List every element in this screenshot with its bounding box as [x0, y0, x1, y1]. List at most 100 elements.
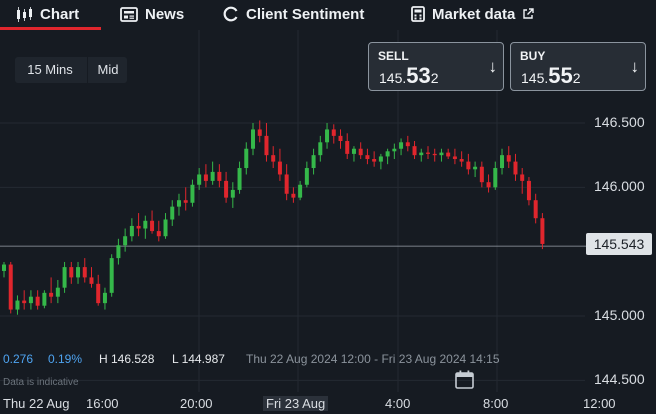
- candle-body: [150, 220, 155, 232]
- calendar-icon[interactable]: [455, 370, 474, 389]
- price-axis-label: 146.500: [594, 114, 645, 130]
- time-axis-label: Fri 23 Aug: [263, 396, 329, 411]
- candle-body: [298, 184, 303, 198]
- arrow-down-icon: ↓: [488, 57, 498, 76]
- candle-body: [358, 148, 363, 156]
- candle-body: [318, 142, 323, 156]
- candle-body: [42, 292, 47, 306]
- sell-price-major: 145.: [379, 70, 407, 86]
- candle-body: [304, 168, 309, 185]
- candle-body: [49, 292, 54, 297]
- candle-body: [479, 166, 484, 183]
- arrow-down-icon: ↓: [630, 57, 640, 76]
- candle-body: [257, 129, 262, 136]
- candle-body: [163, 219, 168, 237]
- candle-body: [473, 166, 478, 170]
- top-nav: Chart News Client Sentiment Market data: [0, 0, 656, 30]
- buy-price: 145.552: [521, 63, 581, 89]
- candle-body: [183, 200, 188, 203]
- sell-button[interactable]: SELL 145.532 ↓: [368, 42, 504, 91]
- high-value: H 146.528: [99, 352, 155, 366]
- candle-body: [271, 155, 276, 162]
- candle-body: [28, 296, 33, 304]
- candlestick-chart[interactable]: [0, 30, 656, 414]
- interval-button[interactable]: 15 Mins: [27, 62, 73, 77]
- tab-label: Chart: [40, 5, 80, 23]
- candle-body: [2, 264, 6, 271]
- candle-body: [331, 129, 336, 136]
- tab-label: News: [145, 5, 185, 23]
- candle-body: [378, 156, 383, 162]
- candle-body: [251, 129, 256, 149]
- buy-price-pips: 55: [548, 63, 573, 88]
- candle-body: [55, 287, 60, 297]
- candle-body: [82, 267, 87, 278]
- tab-label: Client Sentiment: [246, 5, 365, 23]
- current-price-tag: 145.543: [586, 233, 652, 255]
- candle-body: [486, 182, 491, 188]
- candle-body: [197, 174, 202, 185]
- candle-body: [372, 159, 377, 162]
- candle-body: [264, 135, 269, 156]
- low-value: L 144.987: [172, 352, 225, 366]
- candle-body: [432, 153, 437, 156]
- date-range: Thu 22 Aug 2024 12:00 - Fri 23 Aug 2024 …: [246, 352, 500, 366]
- external-link-icon: [523, 8, 535, 19]
- sell-price-pips: 53: [406, 63, 431, 88]
- candle-body: [143, 220, 148, 229]
- candle-body: [244, 148, 249, 169]
- candle-body: [338, 135, 343, 142]
- candle-body: [102, 292, 107, 304]
- price-axis-label: 144.500: [594, 371, 645, 387]
- candle-body: [237, 168, 242, 190]
- candle-body: [96, 283, 101, 304]
- time-axis-label: 16:00: [86, 396, 119, 411]
- buy-button[interactable]: BUY 145.552 ↓: [510, 42, 646, 91]
- candle-body: [385, 151, 390, 157]
- candle-body: [533, 200, 538, 219]
- newspaper-icon: [120, 6, 138, 22]
- candle-body: [325, 129, 330, 143]
- candle-body: [345, 141, 350, 154]
- candle-body: [69, 267, 74, 278]
- candle-body: [446, 152, 451, 157]
- candle-body: [62, 267, 67, 288]
- time-axis-label: Thu 22 Aug: [3, 396, 70, 411]
- candle-body: [493, 168, 498, 188]
- change-percent: 0.19%: [48, 352, 83, 366]
- change-value: 0.276: [3, 352, 34, 366]
- time-axis-label: 20:00: [180, 396, 213, 411]
- candle-body: [405, 142, 410, 147]
- candle-body: [230, 189, 235, 198]
- candle-body: [217, 171, 222, 181]
- tab-news[interactable]: News: [120, 0, 184, 28]
- tab-chart[interactable]: Chart: [16, 0, 79, 28]
- candle-body: [425, 152, 430, 154]
- buy-price-major: 145.: [521, 70, 549, 86]
- sell-label: SELL: [378, 49, 409, 63]
- candle-body: [291, 193, 296, 198]
- chart-area[interactable]: 15 Mins Mid SELL 145.532 ↓ BUY 145.552 ↓…: [0, 30, 656, 414]
- candle-body: [156, 231, 161, 237]
- candles-icon: [17, 6, 32, 22]
- buy-label: BUY: [520, 49, 546, 63]
- indicative-note: Data is indicative: [3, 377, 79, 388]
- price-type-button[interactable]: Mid: [87, 57, 128, 83]
- tab-market-data[interactable]: Market data: [411, 0, 535, 28]
- candle-body: [540, 218, 545, 244]
- candle-body: [203, 174, 208, 181]
- time-axis-label: 4:00: [385, 396, 411, 411]
- calculator-icon: [411, 6, 425, 22]
- timeframe-selector: 15 Mins Mid: [15, 57, 127, 83]
- candle-body: [176, 200, 181, 207]
- candle-body: [365, 155, 370, 160]
- candle-body: [311, 155, 316, 169]
- candle-body: [452, 156, 457, 160]
- candle-body: [439, 152, 444, 156]
- sell-price: 145.532: [379, 63, 439, 89]
- candle-body: [109, 258, 114, 293]
- tab-client-sentiment[interactable]: Client Sentiment: [223, 0, 364, 28]
- candle-body: [513, 161, 518, 175]
- candle-body: [190, 184, 195, 203]
- candle-body: [129, 225, 134, 237]
